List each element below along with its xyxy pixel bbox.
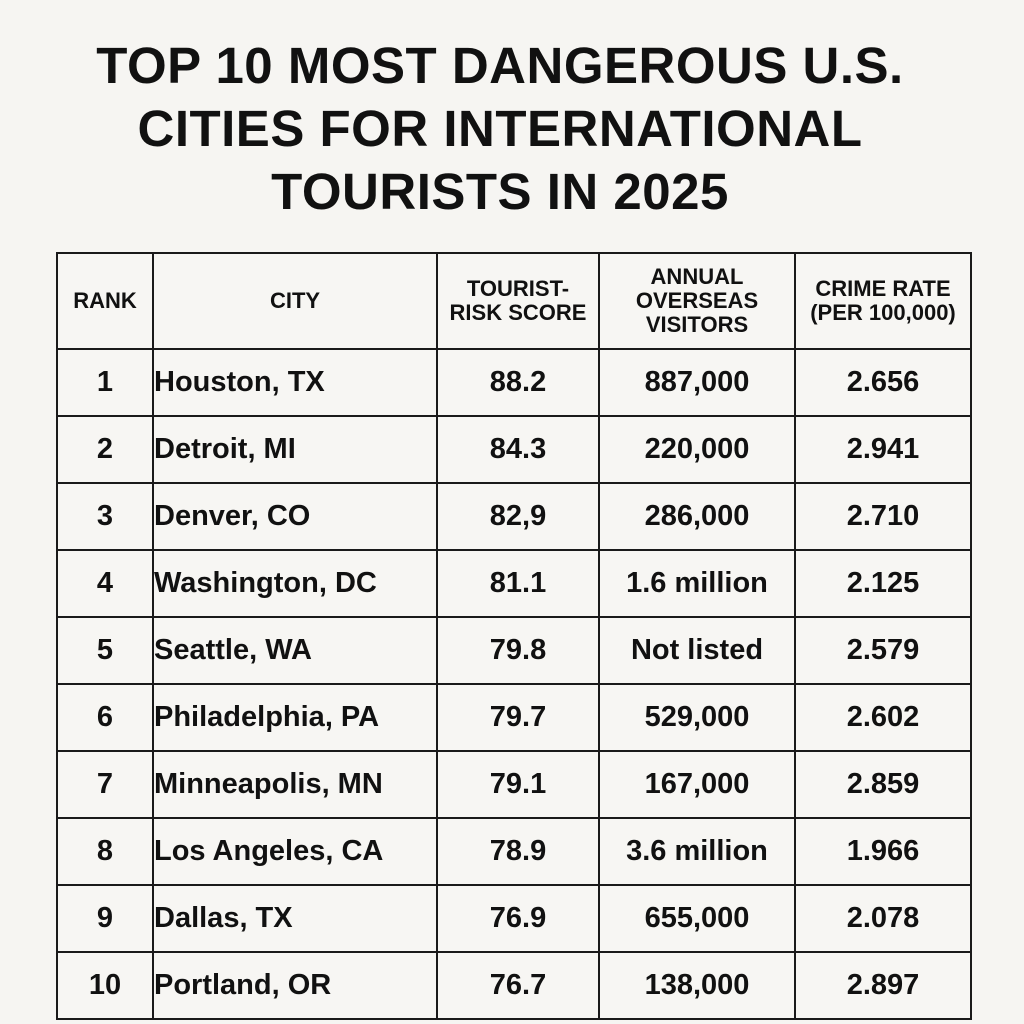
visitors-cell: 1.6 million — [598, 549, 796, 618]
risk-score-cell: 82,9 — [436, 482, 600, 551]
city-cell: Detroit, MI — [152, 415, 438, 484]
city-cell: Los Angeles, CA — [152, 817, 438, 886]
crime-rate-cell: 2.897 — [794, 951, 972, 1020]
rank-cell: 7 — [56, 750, 154, 819]
risk-score-cell: 76.9 — [436, 884, 600, 953]
risk-score-cell: 76.7 — [436, 951, 600, 1020]
risk-score-cell: 78.9 — [436, 817, 600, 886]
city-cell: Minneapolis, MN — [152, 750, 438, 819]
crime-rate-cell: 2.078 — [794, 884, 972, 953]
crime-rate-cell: 2.941 — [794, 415, 972, 484]
column-header-risk-score: TOURIST- RISK SCORE — [436, 252, 600, 350]
visitors-cell: 655,000 — [598, 884, 796, 953]
risk-score-cell: 84.3 — [436, 415, 600, 484]
rank-cell: 5 — [56, 616, 154, 685]
crime-rate-cell: 2.859 — [794, 750, 972, 819]
visitors-cell: 167,000 — [598, 750, 796, 819]
city-cell: Houston, TX — [152, 348, 438, 417]
visitors-cell: 220,000 — [598, 415, 796, 484]
table-row: 8 Los Angeles, CA 78.9 3.6 million 1.966 — [56, 817, 972, 886]
table-row: 10 Portland, OR 76.7 138,000 2.897 — [56, 951, 972, 1020]
crime-rate-cell: 1.966 — [794, 817, 972, 886]
city-cell: Seattle, WA — [152, 616, 438, 685]
crime-rate-cell: 2.579 — [794, 616, 972, 685]
table-row: 6 Philadelphia, PA 79.7 529,000 2.602 — [56, 683, 972, 752]
visitors-cell: 138,000 — [598, 951, 796, 1020]
city-cell: Philadelphia, PA — [152, 683, 438, 752]
table-row: 4 Washington, DC 81.1 1.6 million 2.125 — [56, 549, 972, 618]
visitors-cell: 529,000 — [598, 683, 796, 752]
rank-cell: 2 — [56, 415, 154, 484]
table-row: 5 Seattle, WA 79.8 Not listed 2.579 — [56, 616, 972, 685]
table-row: 1 Houston, TX 88.2 887,000 2.656 — [56, 348, 972, 417]
crime-rate-cell: 2.710 — [794, 482, 972, 551]
column-header-crime-rate: CRIME RATE (PER 100,000) — [794, 252, 972, 350]
title-line: TOURISTS IN 2025 — [271, 163, 729, 220]
risk-score-cell: 88.2 — [436, 348, 600, 417]
visitors-cell: 286,000 — [598, 482, 796, 551]
city-cell: Portland, OR — [152, 951, 438, 1020]
table-row: 3 Denver, CO 82,9 286,000 2.710 — [56, 482, 972, 551]
rank-cell: 10 — [56, 951, 154, 1020]
risk-score-cell: 79.1 — [436, 750, 600, 819]
table-row: 9 Dallas, TX 76.9 655,000 2.078 — [56, 884, 972, 953]
title-line: CITIES FOR INTERNATIONAL — [137, 100, 863, 157]
page-title: TOP 10 MOST DANGEROUS U.S. CITIES FOR IN… — [0, 34, 1000, 223]
city-cell: Washington, DC — [152, 549, 438, 618]
visitors-cell: 3.6 million — [598, 817, 796, 886]
table-row: 2 Detroit, MI 84.3 220,000 2.941 — [56, 415, 972, 484]
rank-cell: 3 — [56, 482, 154, 551]
rank-cell: 4 — [56, 549, 154, 618]
crime-rate-cell: 2.656 — [794, 348, 972, 417]
crime-rate-cell: 2.125 — [794, 549, 972, 618]
city-cell: Dallas, TX — [152, 884, 438, 953]
table-row: 7 Minneapolis, MN 79.1 167,000 2.859 — [56, 750, 972, 819]
rank-cell: 1 — [56, 348, 154, 417]
title-line: TOP 10 MOST DANGEROUS U.S. — [96, 37, 904, 94]
table-header-row: RANK CITY TOURIST- RISK SCORE ANNUAL OVE… — [56, 252, 972, 350]
risk-score-cell: 79.7 — [436, 683, 600, 752]
ranking-table: RANK CITY TOURIST- RISK SCORE ANNUAL OVE… — [56, 252, 972, 1020]
visitors-cell: 887,000 — [598, 348, 796, 417]
rank-cell: 6 — [56, 683, 154, 752]
risk-score-cell: 81.1 — [436, 549, 600, 618]
column-header-rank: RANK — [56, 252, 154, 350]
visitors-cell: Not listed — [598, 616, 796, 685]
column-header-visitors: ANNUAL OVERSEAS VISITORS — [598, 252, 796, 350]
rank-cell: 9 — [56, 884, 154, 953]
column-header-city: CITY — [152, 252, 438, 350]
city-cell: Denver, CO — [152, 482, 438, 551]
crime-rate-cell: 2.602 — [794, 683, 972, 752]
risk-score-cell: 79.8 — [436, 616, 600, 685]
rank-cell: 8 — [56, 817, 154, 886]
